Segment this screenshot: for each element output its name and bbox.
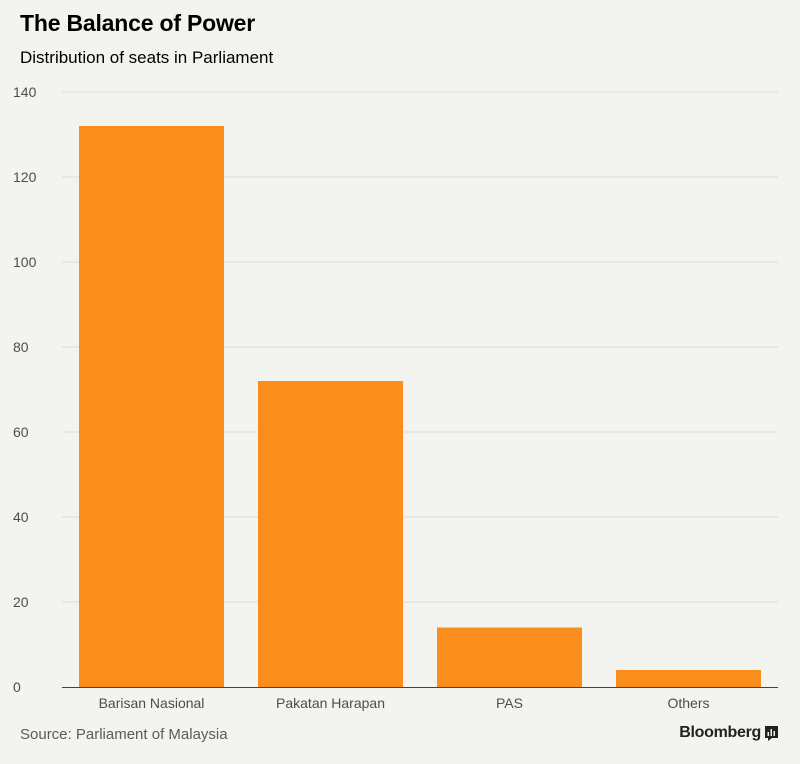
y-tick-label: 60	[13, 424, 29, 440]
y-tick-label: 80	[13, 339, 29, 355]
bars	[79, 126, 761, 687]
bloomberg-logo: Bloomberg	[679, 724, 778, 742]
chart-subtitle: Distribution of seats in Parliament	[20, 48, 274, 67]
y-tick-label: 40	[13, 509, 29, 525]
brand-name: Bloomberg	[679, 724, 761, 741]
y-tick-label: 140	[13, 84, 37, 100]
x-tick-label: Pakatan Harapan	[276, 695, 385, 711]
y-tick-label: 20	[13, 594, 29, 610]
chart-title: The Balance of Power	[20, 10, 256, 36]
y-tick-label: 100	[13, 254, 37, 270]
axes: 0 20 40 60 80 100 120 140 Barisan Nasional Pakata…	[13, 84, 778, 711]
x-tick-label: Others	[667, 695, 709, 711]
x-tick-label: PAS	[496, 695, 523, 711]
y-tick-label: 0	[13, 679, 21, 695]
bar	[258, 381, 403, 687]
bar	[616, 670, 761, 687]
bloomberg-chart-icon	[765, 725, 778, 741]
source-note: Source: Parliament of Malaysia	[20, 726, 228, 743]
bar	[437, 627, 582, 687]
y-tick-label: 120	[13, 169, 37, 185]
x-tick-label: Barisan Nasional	[99, 695, 205, 711]
bar	[79, 126, 224, 687]
